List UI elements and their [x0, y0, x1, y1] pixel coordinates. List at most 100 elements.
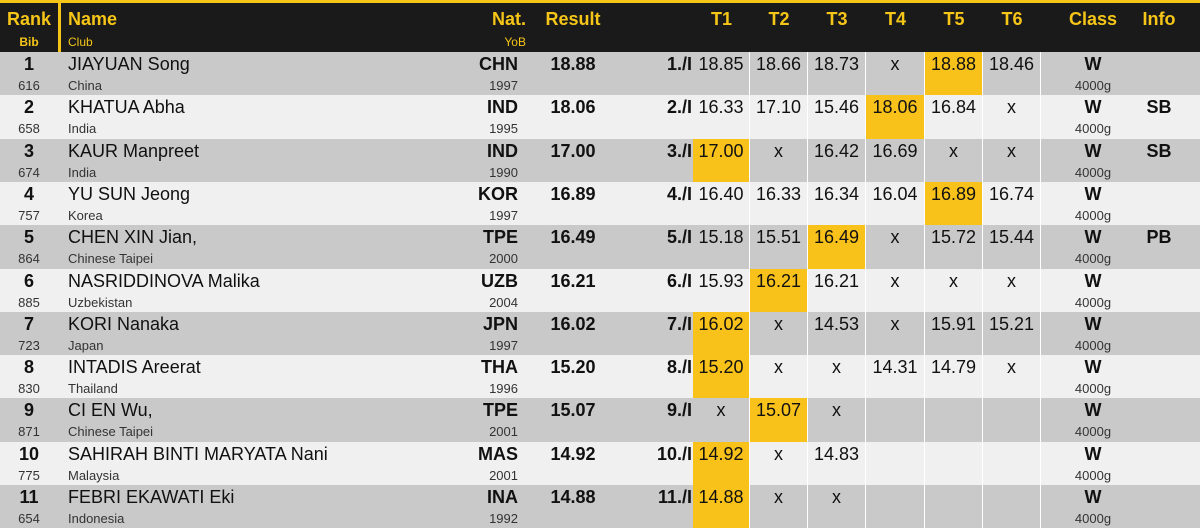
trial-cell: x: [808, 398, 866, 443]
bib: 757: [18, 207, 40, 223]
trial-cell: 16.42: [808, 138, 866, 183]
result: 15.07: [550, 400, 596, 421]
trial-cell: 15.72: [925, 225, 983, 270]
trial-cell: 15.20: [693, 355, 750, 400]
trial-cell: [866, 398, 925, 443]
weight: 4000g: [1074, 164, 1112, 180]
trial: 16.49: [813, 227, 860, 248]
trial-cell: 18.85: [693, 52, 750, 96]
place: 2./I: [666, 97, 692, 118]
trial: x: [832, 487, 841, 507]
bib: 830: [18, 381, 40, 397]
nation: IND: [487, 140, 518, 161]
header-club: Club: [68, 35, 93, 49]
trial: x: [1007, 140, 1016, 161]
trial: 16.74: [988, 183, 1035, 204]
header-result: Result: [545, 9, 601, 29]
athlete-name: JIAYUAN Song: [68, 54, 190, 74]
trial-cell: 15.46: [808, 95, 866, 140]
trial: x: [774, 140, 783, 161]
trial-cell: 15.07: [750, 398, 808, 443]
trial-cell: [983, 441, 1041, 486]
trial: 18.73: [813, 54, 860, 74]
trial: x: [832, 357, 841, 378]
year-of-birth: 1995: [489, 121, 518, 137]
result: 14.88: [550, 487, 596, 507]
header-trial: T1: [710, 9, 732, 29]
trial: x: [774, 313, 783, 334]
club: India: [68, 121, 97, 137]
result: 18.88: [550, 54, 596, 74]
rank: 6: [23, 270, 34, 291]
nation: MAS: [478, 443, 518, 464]
nation: CHN: [479, 54, 518, 74]
place: 6./I: [666, 270, 692, 291]
header-trial: T2: [768, 9, 790, 29]
trial: 15.91: [930, 313, 977, 334]
result-row: 7 723 KORI Nanaka Japan JPN 1997 16.02 7./I 16.0…: [0, 311, 1200, 356]
bib: 723: [18, 337, 40, 353]
trial: 15.46: [813, 97, 860, 118]
bib: 616: [18, 78, 40, 93]
trial-cell: 17.10: [750, 95, 808, 140]
club: Korea: [68, 207, 103, 223]
trial-cell: x: [693, 398, 750, 443]
rank: 10: [18, 443, 40, 464]
rank: 8: [23, 357, 34, 378]
trial-cell: [866, 441, 925, 486]
result-row: 2 658 KHATUA Abha India IND 1995 18.06 2./I 16.3…: [0, 95, 1200, 140]
athlete-name: CI EN Wu,: [68, 400, 153, 421]
athlete-name: YU SUN Jeong: [68, 183, 191, 204]
year-of-birth: 2004: [489, 294, 518, 310]
result-row: 10 775 SAHIRAH BINTI MARYATA Nani Malaysia M…: [0, 441, 1200, 486]
trial: 15.51: [755, 227, 802, 248]
trial-cell: 15.18: [693, 225, 750, 270]
trial-cell: 16.74: [983, 181, 1041, 226]
result-row: 6 885 NASRIDDINOVA Malika Uzbekistan UZB 2004…: [0, 268, 1200, 313]
trial: 16.84: [930, 97, 977, 118]
weight: 4000g: [1074, 121, 1112, 137]
trial-cell: [925, 398, 983, 443]
trial: x: [949, 270, 958, 291]
athlete-name: SAHIRAH BINTI MARYATA Nani: [68, 443, 328, 464]
year-of-birth: 1990: [489, 164, 518, 180]
year-of-birth: 2001: [489, 467, 518, 483]
place: 3./I: [666, 140, 692, 161]
trial-cell: 16.49: [808, 225, 866, 270]
weight: 4000g: [1074, 207, 1112, 223]
header-class: Class: [1068, 9, 1118, 29]
class: W: [1084, 357, 1102, 378]
trial: 16.04: [872, 183, 918, 204]
header-left-bar: [58, 3, 61, 52]
trial-cell: 16.04: [866, 181, 925, 226]
weight: 4000g: [1074, 78, 1112, 93]
trial: 18.46: [988, 54, 1035, 74]
bib: 885: [18, 294, 40, 310]
result-row: 4 757 YU SUN Jeong Korea KOR 1997 16.89 4./I 16.…: [0, 181, 1200, 226]
bib: 654: [18, 511, 40, 526]
result: 16.89: [550, 183, 596, 204]
trial-cell: x: [925, 268, 983, 313]
result: 16.49: [550, 227, 596, 248]
trial: x: [774, 357, 783, 378]
year-of-birth: 1992: [489, 511, 518, 526]
trial: 18.06: [872, 97, 918, 118]
trial-cell: 14.92: [693, 441, 750, 486]
header-trial: T3: [826, 9, 848, 29]
trial-cell: x: [750, 138, 808, 183]
header-bib: Bib: [19, 35, 39, 49]
trial: 18.66: [755, 54, 802, 74]
trial: x: [1007, 357, 1016, 378]
bib: 658: [18, 121, 40, 137]
club: Malaysia: [68, 467, 120, 483]
trial-cell: x: [750, 355, 808, 400]
trial: 14.88: [698, 487, 744, 507]
trial-cell: 16.33: [693, 95, 750, 140]
trial-cell: x: [750, 485, 808, 528]
nation: UZB: [481, 270, 518, 291]
trial-cell: 14.31: [866, 355, 925, 400]
class: W: [1084, 54, 1102, 74]
athlete-name: FEBRI EKAWATI Eki: [68, 487, 235, 507]
trial: x: [774, 443, 783, 464]
